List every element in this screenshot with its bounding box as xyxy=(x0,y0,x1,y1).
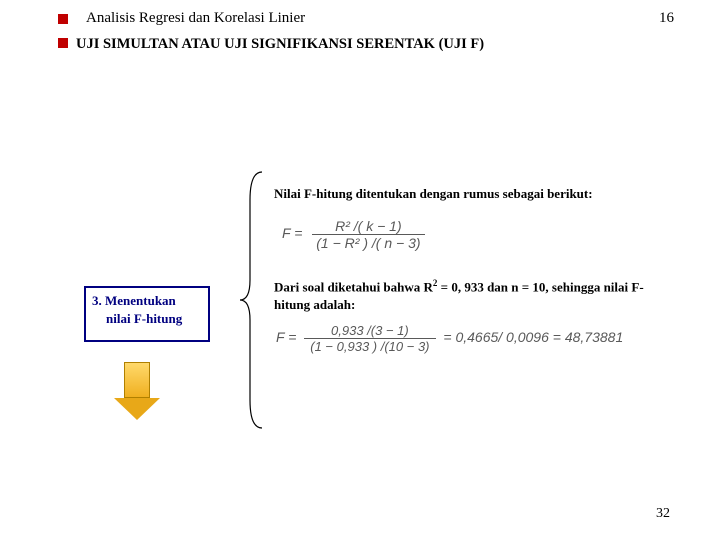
formula1-lhs: F = xyxy=(282,225,302,241)
paragraph-2: Dari soal diketahui bahwa R2 = 0, 933 da… xyxy=(274,277,674,313)
bullet-icon xyxy=(58,14,68,24)
formula2-lhs: F = xyxy=(276,330,296,346)
step-line-1: 3. Menentukan xyxy=(92,292,202,310)
formula2-rhs: = 0,4665/ 0,0096 = 48,73881 xyxy=(443,330,623,346)
step-line-2: nilai F-hitung xyxy=(92,310,202,328)
formula1-numerator: R² /( k − 1) xyxy=(312,218,424,235)
header-title: Analisis Regresi dan Korelasi Linier xyxy=(86,10,305,27)
step-box: 3. Menentukan nilai F-hitung xyxy=(84,286,210,342)
formula2-denominator: (1 − 0,933 ) /(10 − 3) xyxy=(304,339,435,354)
content-area: Nilai F-hitung ditentukan dengan rumus s… xyxy=(274,186,674,354)
bullet-icon xyxy=(58,38,68,48)
slide-subtitle: UJI SIMULTAN ATAU UJI SIGNIFIKANSI SEREN… xyxy=(76,36,484,53)
paragraph-1: Nilai F-hitung ditentukan dengan rumus s… xyxy=(274,186,674,202)
slide-number: 32 xyxy=(656,506,670,522)
brace-icon xyxy=(238,170,266,430)
formula2-numerator: 0,933 /(3 − 1) xyxy=(304,323,435,339)
header-page-number: 16 xyxy=(659,10,674,27)
formula-2: F = 0,933 /(3 − 1) (1 − 0,933 ) /(10 − 3… xyxy=(276,323,674,354)
arrow-down-icon xyxy=(124,362,160,420)
formula1-denominator: (1 − R² ) /( n − 3) xyxy=(312,235,424,251)
formula-1: F = R² /( k − 1) (1 − R² ) /( n − 3) xyxy=(282,218,674,251)
para2-part-a: Dari soal diketahui bahwa R xyxy=(274,279,433,294)
slide-header: Analisis Regresi dan Korelasi Linier 16 xyxy=(86,10,674,27)
